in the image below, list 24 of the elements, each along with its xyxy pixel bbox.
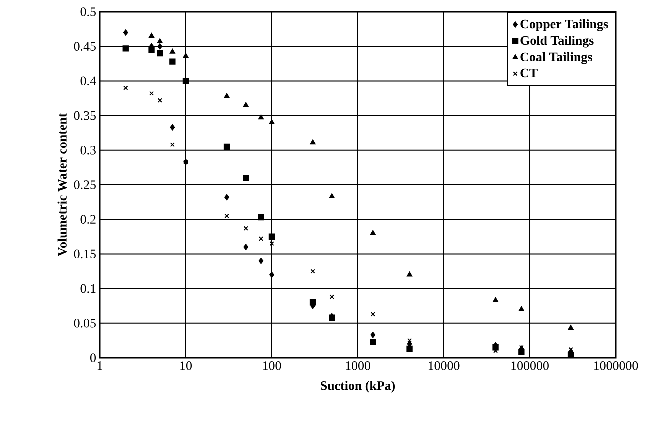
y-tick-label: 0.4 [80, 76, 96, 86]
legend-label: Coal Tailings [520, 52, 592, 64]
x-tick-label: 10 [180, 362, 192, 370]
y-tick-label: 0.15 [74, 250, 96, 259]
y-tick-label: 0 [90, 354, 96, 362]
y-axis-title: Volumetric Water content [58, 113, 67, 257]
y-tick-label: 0.1 [80, 284, 96, 294]
x-axis-title: Suction (kPa) [321, 381, 396, 393]
y-tick-label: 0.3 [80, 146, 96, 155]
y-tick-label: 0.35 [74, 111, 96, 120]
x-tick-label: 1 [98, 362, 102, 370]
y-tick-label: 0.5 [80, 8, 96, 16]
x-tick-label: 100 [263, 362, 282, 370]
x-tick-label: 10000 [428, 362, 460, 370]
y-tick-label: 0.25 [74, 180, 96, 190]
y-tick-label: 0.05 [74, 319, 96, 328]
legend-label: CT [520, 68, 538, 78]
y-tick-label: 0.45 [74, 42, 96, 52]
legend-label: Gold Tailings [520, 36, 594, 48]
y-tick-label: 0.2 [80, 215, 96, 224]
x-tick-label: 100000 [512, 362, 549, 370]
x-tick-label: 1000 [346, 362, 370, 370]
x-tick-label: 1000000 [594, 362, 638, 370]
legend-label: Copper Tailings [520, 19, 608, 32]
